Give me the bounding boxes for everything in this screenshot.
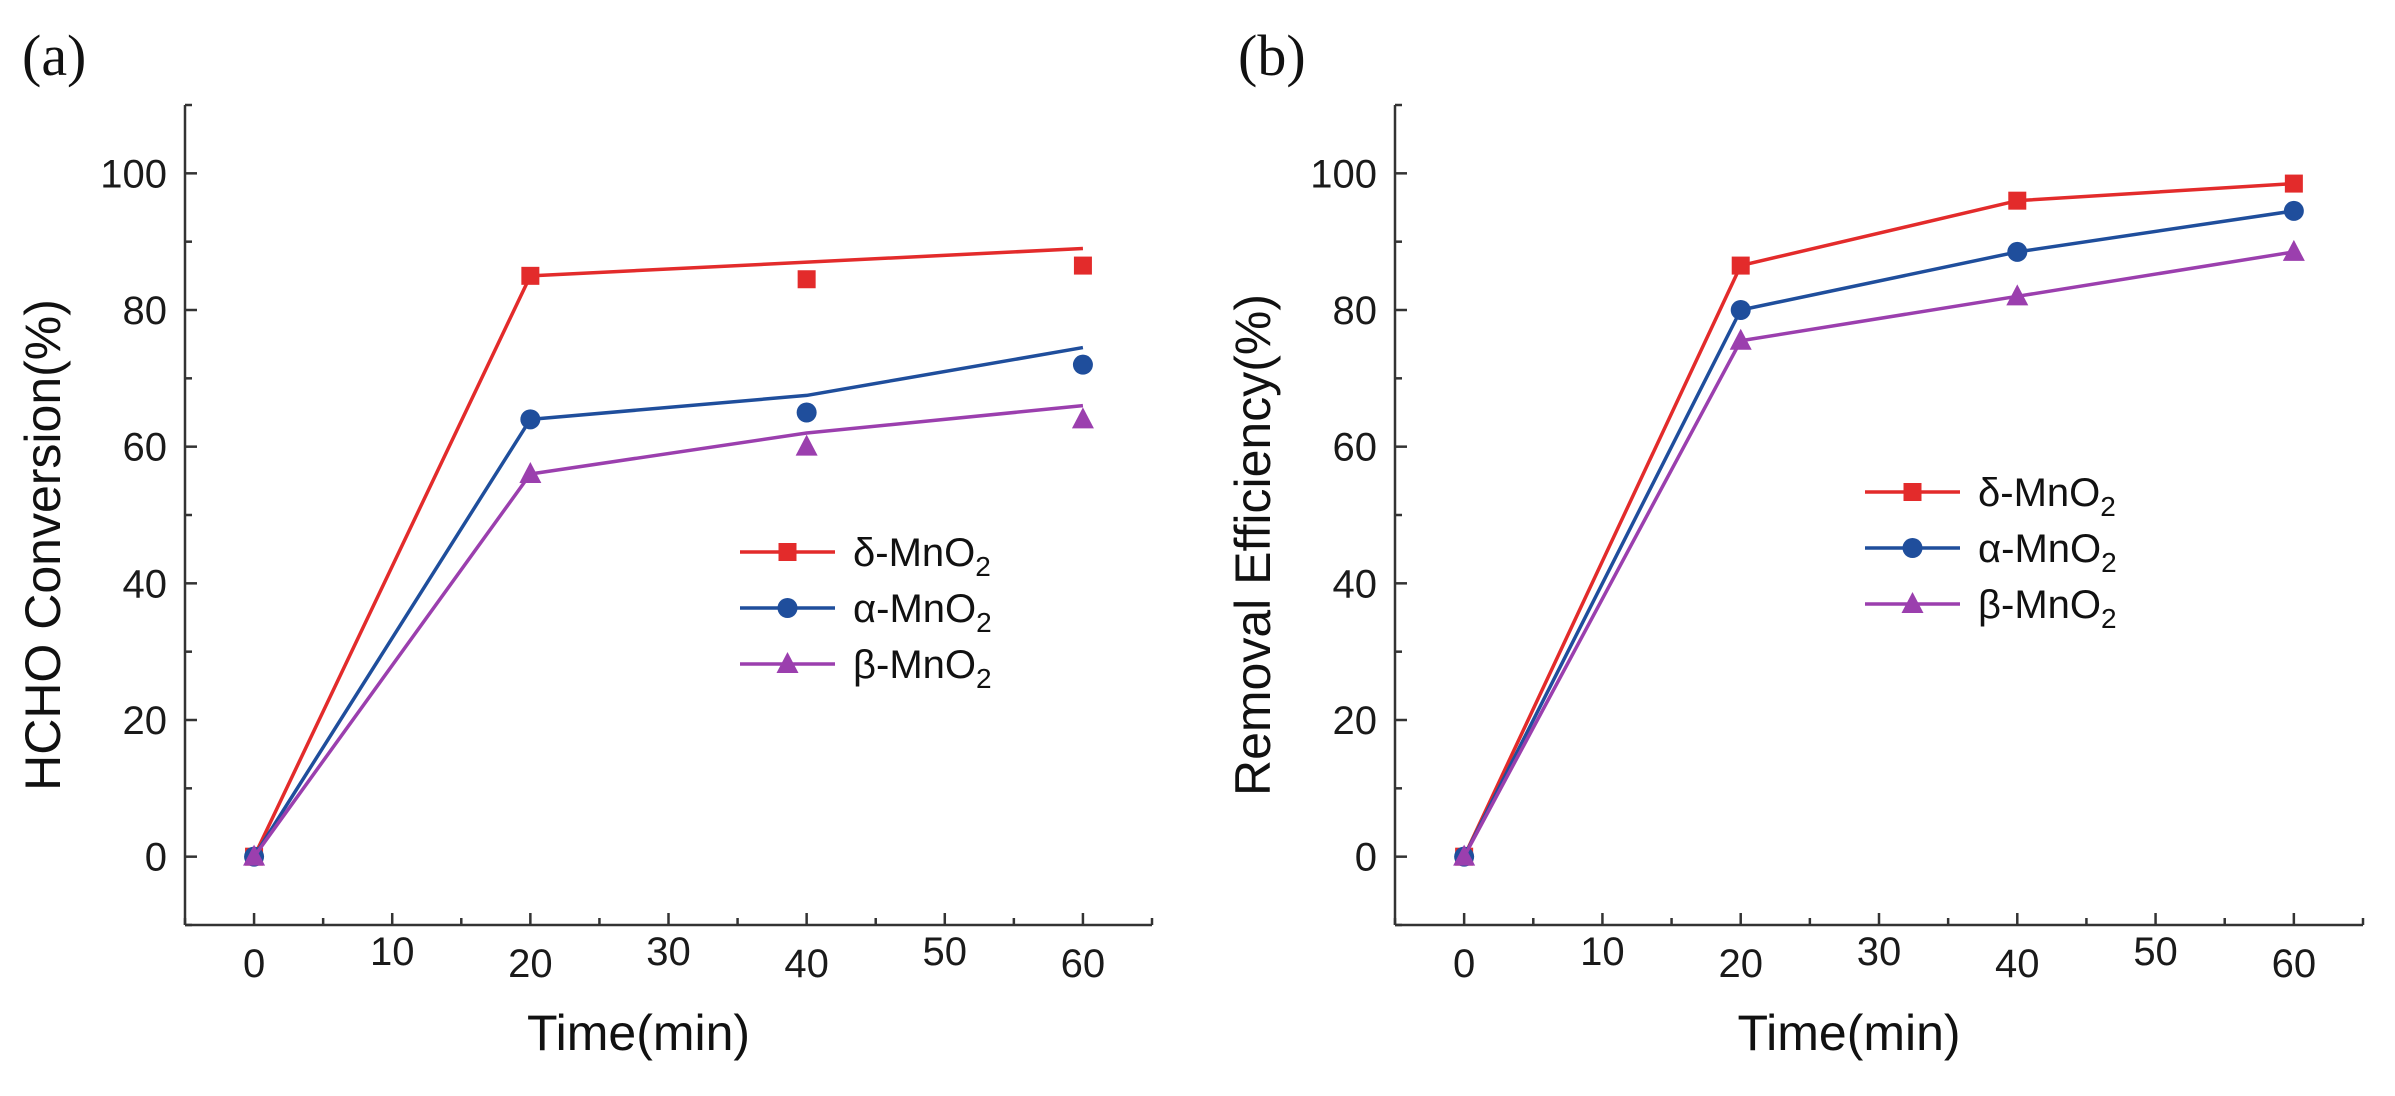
chart-b-panel-label: (b): [1238, 23, 1306, 88]
chart-b-legend-marker: [1901, 592, 1924, 613]
chart-b-legend-item: δ-MnO2: [1865, 471, 2116, 522]
chart-a-legend-item: β-MnO2: [740, 643, 992, 694]
chart-a-legend-marker: [776, 652, 799, 673]
chart-b-data-point: [1729, 328, 1752, 350]
chart-a-legend-label: β-MnO2: [853, 643, 992, 694]
chart-b-panel: (b) 0 20 40 60 80 100 0 10 20 30 40 50 60 Time(min) Rem…: [1225, 23, 2365, 1061]
chart-a-panel: (a) 0 20 40 60 80 100 0 10 20 30 40 50 60 Time(min) HCH…: [15, 23, 1154, 1061]
chart-a-x-tick-label: 20: [508, 942, 553, 986]
chart-b-legend-marker: [1902, 538, 1923, 558]
chart-a-data-point: [795, 434, 818, 456]
chart-b-legend-label: δ-MnO2: [1978, 471, 2116, 522]
chart-b-data-point: [2282, 239, 2305, 261]
chart-b-y-tick-label: 60: [1333, 426, 1378, 470]
chart-b-data-point: [1730, 300, 1751, 320]
chart-a-y-axis-title: HCHO Conversion(%): [15, 299, 71, 791]
chart-b-x-tick-label: 20: [1718, 942, 1763, 986]
chart-a-legend-label: δ-MnO2: [853, 531, 991, 582]
chart-b-data-point: [1731, 256, 1750, 275]
chart-a-data-point: [521, 266, 540, 285]
chart-a-x-tick-label: 10: [370, 930, 415, 974]
chart-b-y-tick-label: 40: [1333, 562, 1378, 606]
chart-a-legend-label: α-MnO2: [853, 587, 992, 638]
chart-a-x-tick-label: 60: [1061, 942, 1106, 986]
chart-a-legend-marker: [778, 543, 797, 561]
chart-b-legend-label: α-MnO2: [1978, 527, 2117, 578]
chart-b-y-tick-label: 20: [1333, 699, 1378, 743]
chart-a-y-tick-label: 60: [123, 426, 168, 470]
chart-a-data-point: [1072, 354, 1093, 375]
chart-b-x-tick-label: 0: [1453, 942, 1475, 986]
chart-b-legend-label: β-MnO2: [1978, 583, 2117, 634]
chart-b-legend-item: α-MnO2: [1865, 527, 2117, 578]
chart-b-x-tick-label: 60: [2272, 942, 2317, 986]
chart-a-data-point: [519, 462, 542, 483]
chart-a-y-tick-label: 20: [123, 699, 168, 743]
chart-b-series-circle: [1454, 200, 2304, 867]
chart-a-x-tick-label: 30: [646, 930, 691, 974]
chart-b-y-axis-title: Removal Efficiency(%): [1225, 294, 1281, 796]
chart-a-data-point: [1073, 256, 1092, 275]
chart-a-data-point: [796, 402, 817, 423]
chart-a-legend-marker: [777, 598, 798, 618]
chart-b-x-tick-label: 10: [1580, 930, 1625, 974]
chart-a-panel-label: (a): [22, 23, 86, 88]
chart-b-series-square: [1455, 174, 2303, 866]
chart-b-legend-item: β-MnO2: [1865, 583, 2117, 634]
chart-b-y-tick-label: 0: [1355, 836, 1377, 880]
chart-b-data-point: [2006, 284, 2029, 306]
chart-b-data-point: [2284, 174, 2303, 193]
chart-a-y-tick-label: 100: [100, 152, 167, 196]
chart-b-y-tick-label: 80: [1333, 289, 1378, 333]
chart-a-series-line: [252, 403, 1084, 858]
chart-b-series-line: [1462, 181, 2294, 858]
chart-a-data-point: [520, 409, 541, 430]
chart-b-y-tick-label: 100: [1310, 152, 1377, 196]
chart-a-x-tick-label: 0: [243, 942, 265, 986]
chart-b-x-tick-label: 30: [1857, 930, 1902, 974]
chart-a-y-tick-label: 40: [123, 562, 168, 606]
chart-b-series-line: [1462, 250, 2295, 858]
chart-b-legend-marker: [1903, 483, 1922, 501]
chart-a-data-point: [1071, 407, 1094, 429]
chart-a-y-tick-label: 80: [123, 289, 168, 333]
chart-b-x-tick-label: 50: [2133, 930, 2178, 974]
chart-b-series-triangle: [1453, 239, 2305, 866]
chart-a-y-tick-label: 0: [145, 836, 167, 880]
chart-a-data-point: [243, 844, 266, 866]
chart-a-x-tick-label: 40: [784, 942, 829, 986]
chart-a-legend-item: α-MnO2: [740, 587, 992, 638]
chart-a-legend-item: δ-MnO2: [740, 531, 991, 582]
chart-a-x-tick-label: 50: [923, 930, 968, 974]
chart-b-data-point: [1453, 844, 1476, 866]
chart-b-data-point: [2008, 191, 2027, 210]
chart-b-data-point: [2283, 200, 2304, 221]
chart-b-series-line: [1462, 209, 2295, 858]
chart-a-x-axis-title: Time(min): [527, 1005, 750, 1061]
chart-a-series-triangle: [243, 403, 1094, 866]
chart-b-data-point: [2007, 241, 2028, 262]
chart-b-x-tick-label: 40: [1995, 942, 2040, 986]
chart-b-x-axis-title: Time(min): [1737, 1005, 1960, 1061]
chart-a-data-point: [797, 270, 816, 289]
chart-a-series-line: [252, 345, 1084, 858]
